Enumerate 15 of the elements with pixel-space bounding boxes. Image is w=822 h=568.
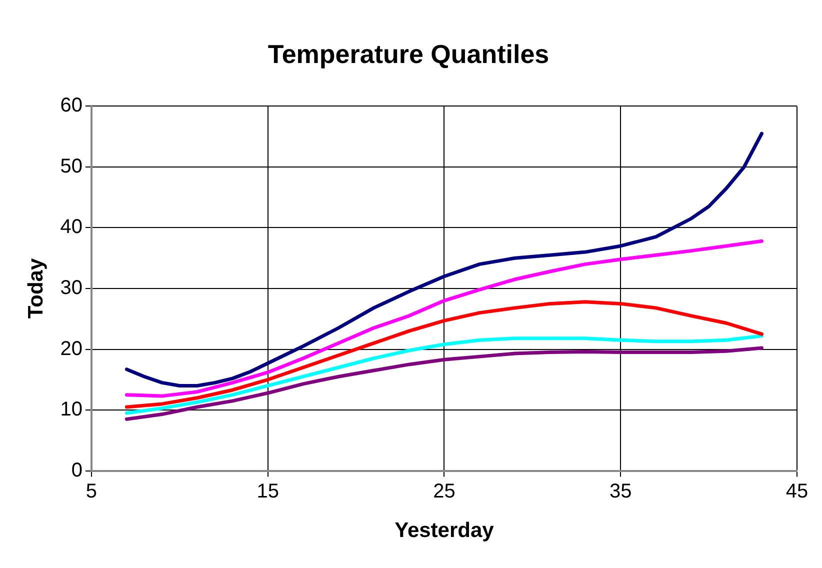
x-axis-title: Yesterday: [394, 519, 494, 542]
x-tick-label: 25: [433, 480, 456, 502]
y-tick-label: 0: [71, 459, 82, 482]
y-axis-title: Today: [24, 258, 48, 319]
y-tick-label: 10: [60, 398, 82, 421]
x-tick-label: 15: [256, 480, 279, 502]
y-tick-label: 50: [60, 155, 82, 178]
y-tick-label: 40: [60, 216, 82, 238]
y-tick-label: 30: [60, 277, 82, 300]
x-tick-label: 5: [86, 480, 98, 502]
x-tick-label: 45: [786, 480, 808, 502]
y-tick-label: 60: [60, 94, 82, 117]
chart-title: Temperature Quantiles: [268, 38, 550, 69]
y-tick-label: 20: [60, 338, 82, 360]
x-tick-label: 35: [609, 480, 632, 502]
